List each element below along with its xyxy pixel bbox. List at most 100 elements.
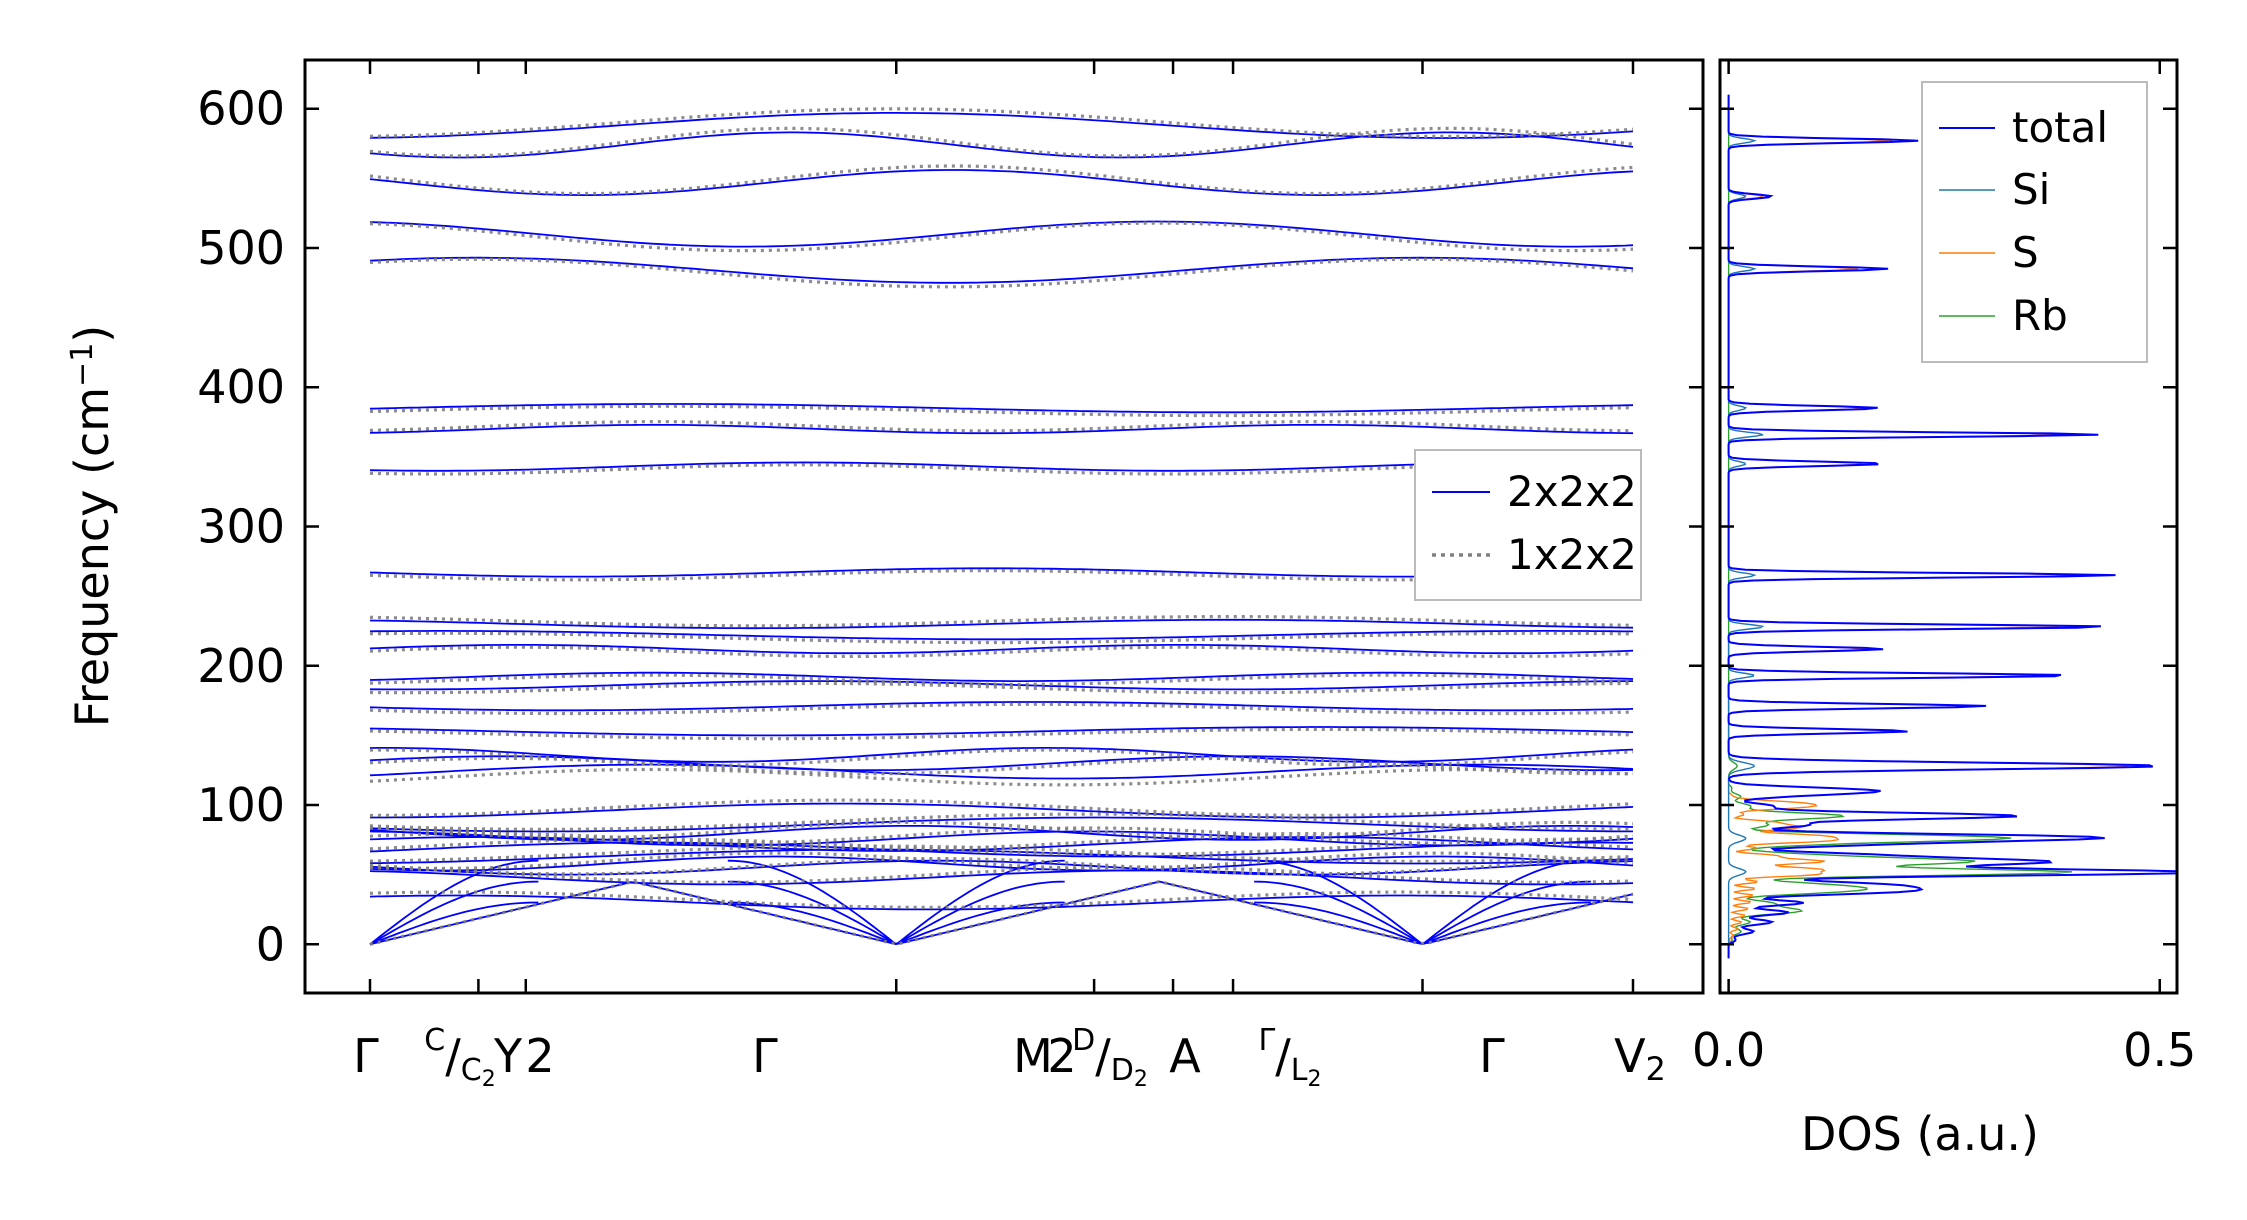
band-legend-box: [1414, 449, 1642, 601]
band-2x2x2-27: [369, 220, 1634, 248]
legend-label-1x2x2: 1x2x2: [1507, 530, 1637, 579]
k-label-8: Γ: [1479, 1029, 1505, 1083]
legend-label-2x2x2: 2x2x2: [1507, 467, 1637, 516]
y-axis-label-suffix: ): [65, 325, 119, 343]
band-1x2x2-22: [369, 569, 1634, 582]
band-2x2x2-1: [369, 894, 1634, 911]
band-y-axis: 0 100 200 300 400 500 600: [197, 82, 1703, 971]
band-2x2x2-24: [369, 423, 1634, 435]
k-label-7: Γ/L2: [1259, 1023, 1322, 1092]
band-2x2x2-26: [369, 256, 1634, 284]
band-2x2x2-16: [369, 701, 1634, 712]
band-x-axis: [368, 60, 1635, 993]
y-tick-label-6: 600: [197, 82, 285, 136]
y-tick-label-1: 100: [197, 778, 285, 832]
band-1x2x2-9: [369, 820, 1634, 840]
k-label-5: D/D2: [1072, 1023, 1148, 1092]
y-tick-label-0: 0: [256, 917, 285, 971]
k-label-y-suffix: 2: [525, 1029, 554, 1083]
band-2x2x2-21: [369, 618, 1634, 630]
acoustic-left-1-2: [727, 859, 897, 946]
band-2x2x2-28: [369, 169, 1634, 196]
band-1x2x2-2: [369, 865, 1634, 884]
k-point-labels: Γ C/C2Y 2 Γ M2D/D2 A Γ/L2 Γ V2: [353, 1023, 1666, 1092]
band-1x2x2-18: [369, 673, 1634, 686]
k-label-6: A: [1169, 1029, 1201, 1083]
y-axis-label-prefix: Frequency (cm: [65, 387, 119, 727]
band-1x2x2-3: [369, 857, 1634, 876]
acoustic-right-1-2: [895, 859, 1065, 946]
acoustic-right-1-1: [895, 880, 1065, 946]
acoustic-right-1-0: [895, 901, 1065, 946]
band-2x2x2-30: [369, 112, 1634, 139]
band-1x2x2-28: [369, 164, 1634, 196]
dos-x-tick-label-0: 0.0: [1692, 1023, 1765, 1077]
band-2x2x2-25: [369, 403, 1634, 414]
band-1x2x2-14: [369, 748, 1634, 767]
band-2x2x2-15: [369, 726, 1634, 737]
acoustic-right-0-2: [369, 859, 539, 946]
band-2x2x2-19: [369, 644, 1634, 655]
band-1x2x2-11: [369, 798, 1634, 818]
band-2x2x2-4: [369, 855, 1634, 872]
band-2x2x2-2: [369, 869, 1634, 886]
band-2x2x2-11: [370, 802, 1634, 819]
band-1x2x2-20: [369, 631, 1634, 645]
band-1x2x2-17: [370, 681, 1633, 695]
y-tick-label-5: 500: [197, 221, 285, 275]
band-1x2x2-5: [369, 844, 1634, 863]
band-1x2x2-15: [369, 727, 1634, 741]
k-label-2: Y: [493, 1029, 523, 1083]
acoustic-left-2-1: [1254, 880, 1423, 946]
band-1x2x2-16: [369, 702, 1634, 716]
band-2x2x2-10: [369, 816, 1633, 833]
y-axis-label-exponent: −1: [65, 343, 100, 387]
band-1x2x2-24: [369, 419, 1634, 433]
band-2x2x2-14: [369, 747, 1634, 763]
band-1x2x2-12: [369, 767, 1634, 787]
band-1x2x2-25: [369, 404, 1634, 418]
band-1x2x2-10: [369, 812, 1634, 831]
band-1x2x2-29: [369, 126, 1634, 158]
acoustic-right-0-0: [369, 901, 539, 946]
band-1x2x2-1: [369, 890, 1634, 909]
legend-label-s: S: [2012, 228, 2039, 277]
band-1x2x2-27: [369, 221, 1634, 253]
y-axis-label: Frequency (cm−1): [65, 325, 119, 728]
band-2x2x2-5: [369, 848, 1634, 865]
band-1x2x2-26: [369, 257, 1634, 289]
dos-y-axis: [1720, 107, 2177, 946]
band-1x2x2-19: [369, 645, 1634, 658]
k-label-9: V2: [1614, 1029, 1666, 1088]
band-2x2x2-6: [369, 841, 1633, 858]
dos-x-tick-label-1: 0.5: [2123, 1023, 2196, 1077]
k-label-0: Γ: [353, 1029, 379, 1083]
legend-label-si: Si: [2012, 165, 2050, 214]
band-1x2x2-23: [369, 463, 1634, 476]
band-1x2x2-4: [369, 851, 1634, 870]
acoustic-right-2-2: [1421, 859, 1591, 946]
band-legend: 2x2x2 1x2x2: [1414, 449, 1642, 601]
band-2x2x2-18: [369, 671, 1634, 682]
acoustic-right-2-0: [1422, 901, 1591, 946]
acoustic-right-0-1: [369, 880, 539, 946]
band-1x2x2-30: [369, 107, 1634, 138]
k-label-3: Γ: [752, 1029, 778, 1083]
band-2x2x2-17: [370, 680, 1633, 691]
y-tick-label-3: 300: [197, 500, 285, 554]
acoustic-left-2-0: [1254, 901, 1423, 946]
k-label-m-suffix: 2: [1047, 1029, 1076, 1083]
band-2x2x2-20: [369, 630, 1633, 641]
dos-x-axis-label: DOS (a.u.): [1801, 1107, 2039, 1161]
dos-legend: total Si S Rb: [1921, 81, 2148, 363]
acoustic-left-2-2: [1254, 859, 1424, 946]
legend-label-rb: Rb: [2012, 291, 2068, 340]
band-1x2x2-21: [369, 615, 1634, 628]
dos-x-axis: 0.0 0.5: [1692, 60, 2196, 1077]
band-1x2x2-7: [369, 832, 1634, 851]
y-tick-label-2: 200: [197, 639, 285, 693]
y-tick-label-4: 400: [197, 360, 285, 414]
k-label-1: C/C2: [424, 1023, 495, 1092]
legend-label-total: total: [2012, 103, 2108, 152]
band-2x2x2-12: [369, 763, 1634, 780]
